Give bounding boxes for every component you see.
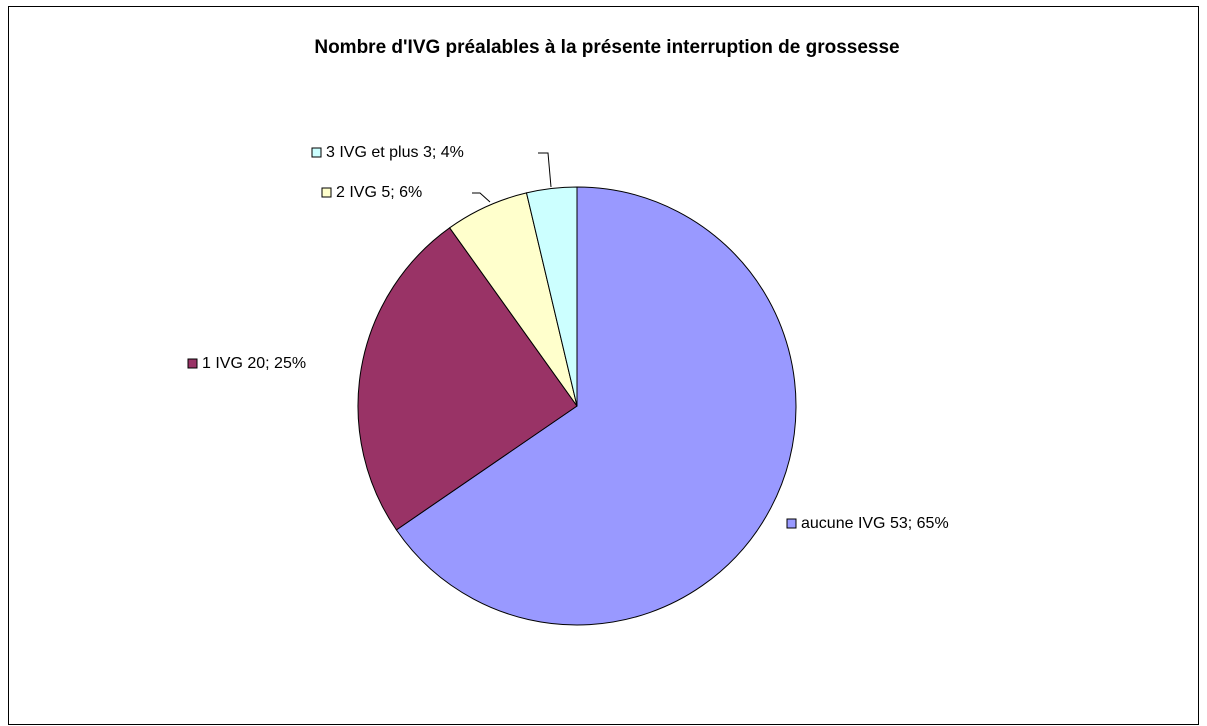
- legend-key: [187, 358, 198, 369]
- pie-slice: [395, 186, 797, 626]
- pie-slice: [525, 186, 578, 407]
- data-label-value: 20; 25%: [247, 355, 306, 372]
- data-label-category: 2 IVG: [336, 184, 377, 201]
- leader-line: [472, 192, 491, 203]
- data-label: 2 IVG 5; 6%: [336, 184, 422, 201]
- data-label-value: 3; 4%: [423, 144, 464, 161]
- legend-key: [321, 187, 332, 198]
- pie-slice: [357, 227, 578, 531]
- legend-key: [311, 147, 322, 158]
- chart-title: Nombre d'IVG préalables à la présente in…: [314, 37, 899, 58]
- data-label-category: 1 IVG: [202, 355, 243, 372]
- data-label-category: aucune IVG: [801, 515, 886, 532]
- data-label-value: 53; 65%: [890, 515, 949, 532]
- data-label-category: 3 IVG et plus: [326, 144, 423, 161]
- leader-line: [538, 152, 552, 188]
- data-label-value: 5; 6%: [381, 184, 422, 201]
- data-label: aucune IVG 53; 65%: [801, 515, 949, 532]
- data-label: 1 IVG 20; 25%: [202, 355, 306, 372]
- legend-key: [786, 518, 797, 529]
- data-label: 3 IVG et plus 3; 4%: [326, 144, 464, 161]
